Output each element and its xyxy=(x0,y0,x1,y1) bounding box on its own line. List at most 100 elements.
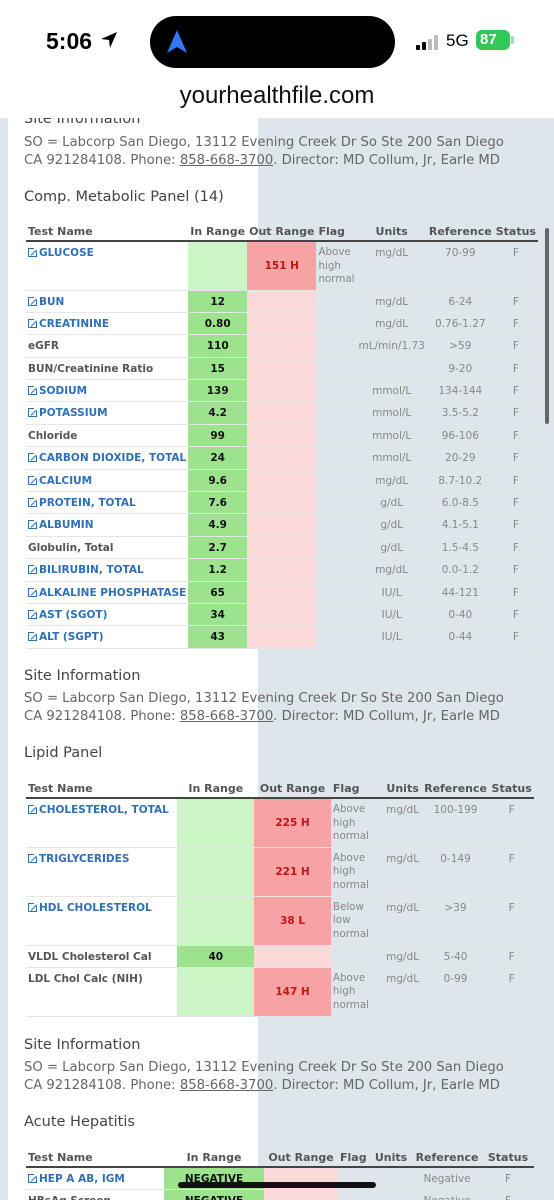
url-text[interactable]: yourhealthfile.com xyxy=(179,82,375,109)
home-indicator[interactable] xyxy=(178,1182,376,1188)
col-reference[interactable]: Reference xyxy=(421,779,490,799)
col-units[interactable]: Units xyxy=(383,779,422,799)
test-name-cell[interactable]: CREATININE xyxy=(26,312,189,336)
col-flag[interactable]: Flag xyxy=(338,1148,370,1168)
col-in-range[interactable]: In Range xyxy=(164,1148,264,1168)
test-link[interactable]: GLUCOSE xyxy=(28,246,94,259)
col-units[interactable]: Units xyxy=(356,222,427,242)
flag-cell xyxy=(316,401,357,425)
phone-link[interactable]: 858-668-3700 xyxy=(179,1078,274,1093)
external-link-icon[interactable] xyxy=(28,803,39,814)
col-reference[interactable]: Reference xyxy=(426,222,494,242)
test-name-cell[interactable]: CALCIUM xyxy=(26,469,189,493)
flag-cell xyxy=(316,513,357,537)
table-row: BUN/Creatinine Ratio 15 9-20 F xyxy=(26,357,538,381)
test-link[interactable]: ALT (SGPT) xyxy=(28,630,104,643)
test-name-cell[interactable]: AST (SGOT) xyxy=(26,603,189,627)
test-name-cell[interactable]: BUN xyxy=(26,290,189,313)
in-range-cell: 2.7 xyxy=(188,536,248,560)
units-cell: IU/L xyxy=(356,603,427,627)
test-link[interactable]: POTASSIUM xyxy=(28,406,108,419)
test-name-cell[interactable]: TRIGLYCERIDES xyxy=(26,847,178,897)
test-link[interactable]: TRIGLYCERIDES xyxy=(28,851,129,865)
col-test-name[interactable]: Test Name xyxy=(26,779,178,799)
col-status[interactable]: Status xyxy=(493,222,538,242)
external-link-icon[interactable] xyxy=(28,563,39,575)
external-link-icon[interactable] xyxy=(28,1172,39,1183)
external-link-icon[interactable] xyxy=(28,451,39,463)
test-name-cell: Chloride xyxy=(26,424,189,448)
units-cell: mmol/L xyxy=(356,379,427,403)
test-name-cell[interactable]: CHOLESTEROL, TOTAL xyxy=(26,798,178,848)
test-link[interactable]: HDL CHOLESTEROL xyxy=(28,900,152,914)
reference-cell: 20-29 xyxy=(426,446,494,470)
col-test-name[interactable]: Test Name xyxy=(26,222,189,242)
test-link[interactable]: ALKALINE PHOSPHATASE xyxy=(28,585,186,599)
in-range-cell: 0.80 xyxy=(188,312,248,336)
flag-cell xyxy=(316,558,357,582)
external-link-icon[interactable] xyxy=(28,473,39,485)
external-link-icon[interactable] xyxy=(28,900,39,912)
col-in-range[interactable]: In Range xyxy=(177,779,255,799)
out-range-cell xyxy=(247,334,317,358)
status-cell: F xyxy=(489,945,534,968)
scrollbar[interactable] xyxy=(545,228,549,424)
col-flag[interactable]: Flag xyxy=(330,779,384,799)
test-link[interactable]: HEP A AB, IGM xyxy=(28,1172,125,1185)
external-link-icon[interactable] xyxy=(28,607,39,619)
test-name-cell[interactable]: HEP A AB, IGM xyxy=(26,1167,164,1190)
test-name-cell[interactable]: HDL CHOLESTEROL xyxy=(26,896,178,946)
test-link[interactable]: CALCIUM xyxy=(28,473,92,487)
test-link[interactable]: CREATININE xyxy=(28,316,109,330)
test-name-cell[interactable]: PROTEIN, TOTAL xyxy=(26,491,189,515)
external-link-icon[interactable] xyxy=(28,496,39,508)
test-link[interactable]: BUN xyxy=(28,294,64,308)
external-link-icon[interactable] xyxy=(28,246,39,257)
test-link[interactable]: SODIUM xyxy=(28,384,87,397)
flag-cell xyxy=(330,945,384,968)
test-link[interactable]: CHOLESTEROL, TOTAL xyxy=(28,803,169,816)
col-reference[interactable]: Reference xyxy=(412,1148,482,1168)
status-cell: F xyxy=(493,334,538,358)
col-out-range[interactable]: Out Range xyxy=(264,1148,338,1168)
col-out-range[interactable]: Out Range xyxy=(247,222,317,242)
test-name-cell[interactable]: GLUCOSE xyxy=(26,241,189,291)
test-link[interactable]: AST (SGOT) xyxy=(28,607,107,621)
test-name-cell[interactable]: ALKALINE PHOSPHATASE xyxy=(26,581,189,604)
test-link[interactable]: CARBON DIOXIDE, TOTAL xyxy=(28,451,186,464)
site-info-text: SO = Labcorp San Diego, 13112 Evening Cr… xyxy=(24,1060,504,1093)
col-flag[interactable]: Flag xyxy=(316,222,357,242)
external-link-icon[interactable] xyxy=(28,518,39,530)
external-link-icon[interactable] xyxy=(28,384,39,396)
phone-link[interactable]: 858-668-3700 xyxy=(179,153,274,168)
external-link-icon[interactable] xyxy=(28,316,39,328)
external-link-icon[interactable] xyxy=(28,585,39,597)
col-status[interactable]: Status xyxy=(482,1148,534,1168)
test-name-cell[interactable]: CARBON DIOXIDE, TOTAL xyxy=(26,446,189,470)
site-info-text: SO = Labcorp San Diego, 13112 Evening Cr… xyxy=(24,135,504,168)
units-cell: mg/dL xyxy=(356,290,427,313)
phone-link[interactable]: 858-668-3700 xyxy=(179,709,274,724)
test-link[interactable]: PROTEIN, TOTAL xyxy=(28,496,136,509)
test-name-cell[interactable]: POTASSIUM xyxy=(26,401,189,425)
test-link[interactable]: ALBUMIN xyxy=(28,518,94,531)
external-link-icon[interactable] xyxy=(28,294,39,306)
test-name-cell[interactable]: SODIUM xyxy=(26,379,189,403)
flag-cell xyxy=(316,357,357,381)
external-link-icon[interactable] xyxy=(28,851,39,863)
reference-cell: 44-121 xyxy=(426,581,494,604)
col-in-range[interactable]: In Range xyxy=(188,222,248,242)
col-test-name[interactable]: Test Name xyxy=(26,1148,164,1168)
external-link-icon[interactable] xyxy=(28,630,39,642)
test-link[interactable]: BILIRUBIN, TOTAL xyxy=(28,563,144,576)
address-bar[interactable]: yourhealthfile.com xyxy=(0,78,554,118)
external-link-icon[interactable] xyxy=(28,406,39,418)
test-name-cell[interactable]: BILIRUBIN, TOTAL xyxy=(26,558,189,582)
col-out-range[interactable]: Out Range xyxy=(254,779,331,799)
reference-cell: >39 xyxy=(421,896,490,946)
test-name-cell[interactable]: ALT (SGPT) xyxy=(26,625,189,649)
in-range-cell xyxy=(177,798,255,848)
col-units[interactable]: Units xyxy=(370,1148,412,1168)
test-name-cell[interactable]: ALBUMIN xyxy=(26,513,189,537)
col-status[interactable]: Status xyxy=(489,779,534,799)
